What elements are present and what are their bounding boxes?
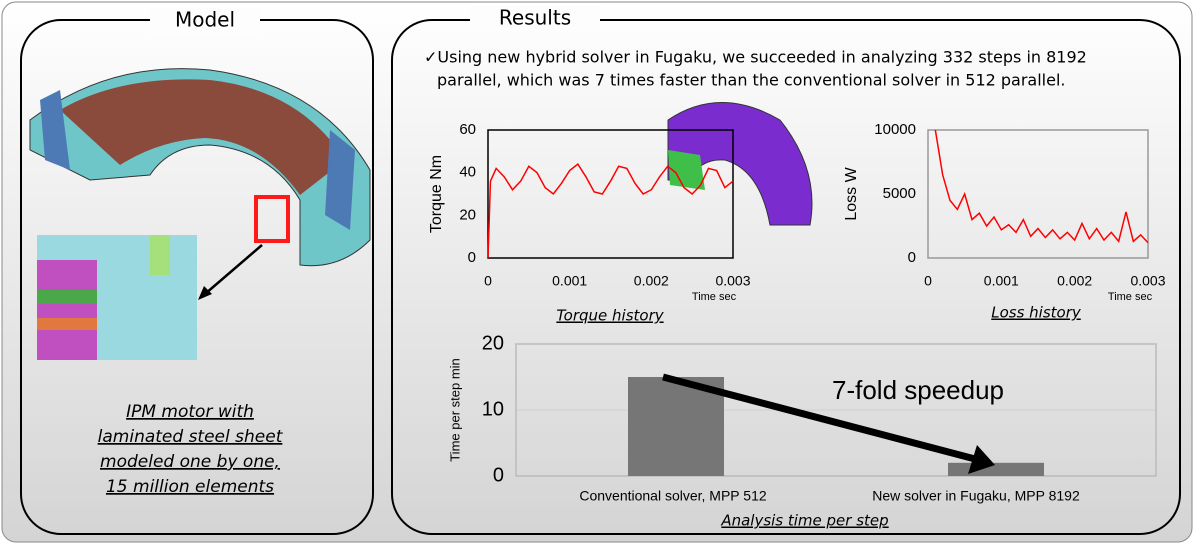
y-tick-label: 10000 bbox=[874, 121, 916, 138]
x-tick-label: 0.001 bbox=[552, 273, 587, 289]
annotation: 7-fold speedup bbox=[832, 375, 1004, 405]
x-tick-label: Conventional solver, MPP 512 bbox=[579, 488, 767, 504]
y-tick-label: 5000 bbox=[883, 185, 916, 202]
panel-title: Results bbox=[499, 6, 571, 30]
x-tick-label: 0.002 bbox=[634, 273, 669, 289]
note-line: parallel, which was 7 times faster than … bbox=[437, 71, 1066, 90]
chart-title: Torque history bbox=[556, 307, 664, 325]
y-axis-label: Torque Nm bbox=[428, 155, 445, 233]
caption-line: laminated steel sheet bbox=[98, 427, 284, 447]
caption-line: IPM motor with bbox=[126, 402, 254, 422]
y-tick-label: 0 bbox=[908, 249, 916, 266]
y-tick-label: 20 bbox=[459, 206, 476, 223]
y-tick-label: 20 bbox=[482, 332, 504, 354]
caption-line: modeled one by one, bbox=[100, 452, 280, 472]
y-tick-label: 60 bbox=[459, 121, 476, 138]
x-tick-label: New solver in Fugaku, MPP 8192 bbox=[872, 488, 1080, 504]
y-axis-label: Loss W bbox=[843, 166, 860, 220]
panel-title: Model bbox=[175, 8, 235, 32]
y-tick-label: 10 bbox=[482, 398, 504, 420]
y-axis-label: Time per step min bbox=[447, 358, 462, 462]
chart-title: Analysis time per step bbox=[720, 512, 888, 530]
x-tick-label: 0 bbox=[484, 273, 492, 289]
x-tick-label: 0 bbox=[924, 273, 932, 289]
chart-title: Loss history bbox=[991, 304, 1082, 322]
slide: Model Results 0 20 40 60 Torque Nm 0 0.001 0.00… bbox=[0, 0, 1195, 544]
x-tick-label: 0.003 bbox=[715, 273, 750, 289]
bar bbox=[948, 463, 1044, 476]
x-axis-label: Time sec bbox=[1108, 291, 1153, 303]
x-tick-label: 0.003 bbox=[1130, 273, 1165, 289]
y-tick-label: 0 bbox=[468, 249, 476, 266]
y-tick-label: 0 bbox=[493, 464, 504, 486]
caption-line: 15 million elements bbox=[106, 477, 274, 497]
y-tick-label: 40 bbox=[459, 164, 476, 181]
x-tick-label: 0.002 bbox=[1057, 273, 1092, 289]
x-axis-label: Time sec bbox=[692, 291, 737, 303]
note-line: ✓Using new hybrid solver in Fugaku, we s… bbox=[424, 48, 1087, 67]
x-tick-label: 0.001 bbox=[984, 273, 1019, 289]
